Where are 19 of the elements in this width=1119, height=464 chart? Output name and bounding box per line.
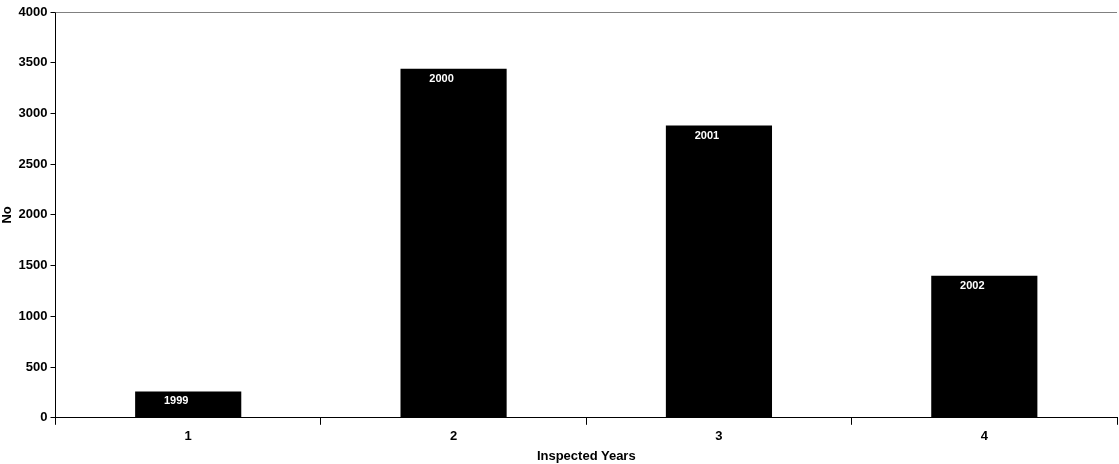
y-tick-label: 500	[25, 358, 48, 374]
x-tick-label: 4	[980, 428, 989, 444]
x-tick-label: 1	[184, 428, 192, 444]
y-tick-label: 4000	[18, 3, 48, 19]
annotation: 2000	[429, 71, 454, 84]
y-tick-label: 3500	[18, 54, 48, 70]
annotation: 2002	[960, 278, 985, 291]
y-tick-label: 0	[40, 409, 48, 425]
y-tick-label: 1000	[18, 307, 48, 323]
x-axis-title: Inspected Years	[536, 447, 636, 463]
y-tick-label: 2000	[18, 206, 48, 222]
y-tick-label: 2500	[18, 155, 48, 171]
y-tick-label: 3000	[18, 105, 48, 121]
x-tick-label: 3	[715, 428, 723, 444]
annotation: 1999	[163, 394, 189, 407]
x-tick-label: 2	[449, 428, 458, 444]
annotation: 2001	[694, 128, 720, 141]
y-tick-label: 1500	[18, 257, 48, 273]
y-axis-title: No	[0, 206, 15, 224]
